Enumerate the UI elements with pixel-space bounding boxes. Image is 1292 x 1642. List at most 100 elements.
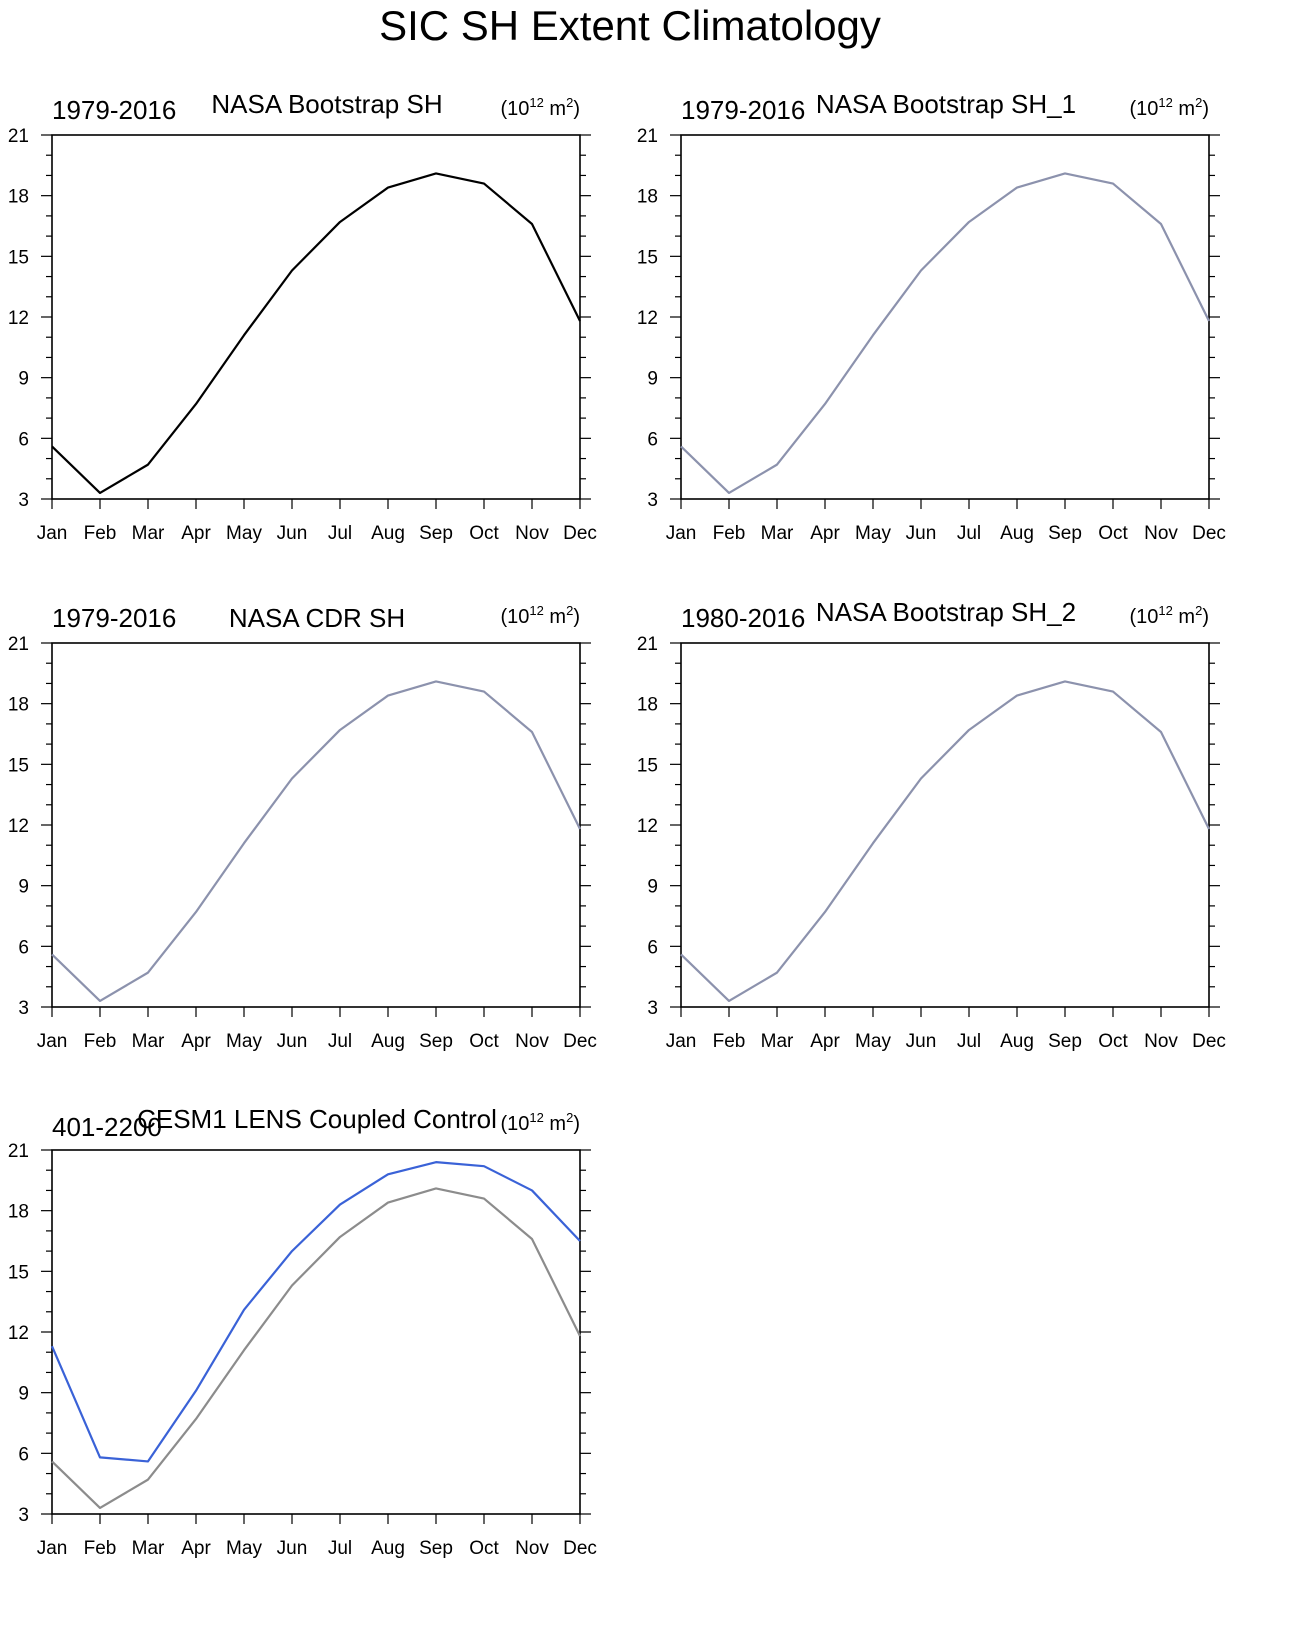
y-tick-label: 18 <box>637 187 658 208</box>
units-close: ) <box>573 606 580 628</box>
panel-period-label: 1980-2016 <box>681 603 805 633</box>
series-line-nasa-bootstrap-sh <box>51 172 581 495</box>
y-tick-label: 12 <box>8 308 29 329</box>
x-tick-label: Jul <box>328 523 352 544</box>
units-unit: m <box>1173 606 1195 628</box>
x-tick-label: Jun <box>906 523 937 544</box>
panel-title: NASA Bootstrap SH <box>211 89 442 119</box>
panel-period-label: 1979-2016 <box>52 603 176 633</box>
series-line-observed-reference <box>51 1187 581 1510</box>
x-tick-label: Dec <box>563 523 597 544</box>
y-tick-label: 3 <box>647 490 658 511</box>
y-tick-label: 6 <box>18 429 29 450</box>
y-tick-label: 21 <box>8 1141 29 1162</box>
x-tick-label: Feb <box>84 1031 117 1052</box>
figure-title: SIC SH Extent Climatology <box>379 2 881 49</box>
units-exponent: 12 <box>1158 95 1172 110</box>
x-tick-label: Nov <box>1144 523 1178 544</box>
series-line-nasa-cdr-sh <box>51 680 581 1003</box>
y-tick-label: 9 <box>18 877 29 898</box>
units-power: 2 <box>566 1110 573 1125</box>
x-tick-label: Sep <box>419 523 453 544</box>
x-tick-label: Mar <box>761 523 794 544</box>
units-base: (10 <box>1130 606 1159 628</box>
units-base: (10 <box>501 98 530 120</box>
x-tick-label: Jan <box>37 1031 68 1052</box>
y-tick-label: 6 <box>647 937 658 958</box>
y-tick-label: 12 <box>637 308 658 329</box>
y-tick-label: 3 <box>18 1505 29 1526</box>
y-tick-label: 9 <box>18 369 29 390</box>
x-tick-label: Jan <box>37 523 68 544</box>
x-tick-label: Aug <box>1000 523 1034 544</box>
x-tick-label: Oct <box>469 1031 499 1052</box>
x-tick-label: Jun <box>906 1031 937 1052</box>
panel-title: CESM1 LENS Coupled Control <box>137 1104 497 1134</box>
x-tick-label: Nov <box>515 1538 549 1559</box>
x-tick-label: Apr <box>181 1538 211 1559</box>
x-tick-label: Dec <box>1192 523 1226 544</box>
units-exponent: 12 <box>1158 603 1172 618</box>
x-tick-label: Sep <box>1048 1031 1082 1052</box>
units-exponent: 12 <box>529 95 543 110</box>
y-tick-label: 3 <box>18 490 29 511</box>
panel-title: NASA Bootstrap SH_2 <box>816 597 1076 627</box>
panel-period-label: 401-2200 <box>52 1112 162 1142</box>
x-tick-label: Apr <box>181 523 211 544</box>
series-line-cesm1-lens-coupled-control <box>50 1161 581 1463</box>
x-tick-label: May <box>855 1031 891 1052</box>
x-tick-label: Oct <box>1098 1031 1128 1052</box>
x-tick-label: Oct <box>469 523 499 544</box>
x-tick-label: Nov <box>515 523 549 544</box>
x-tick-label: Jun <box>277 1538 308 1559</box>
panel-period-label: 1979-2016 <box>52 95 176 125</box>
x-tick-label: Apr <box>181 1031 211 1052</box>
x-tick-label: Oct <box>469 1538 499 1559</box>
y-tick-label: 3 <box>647 998 658 1019</box>
y-tick-label: 9 <box>18 1384 29 1405</box>
x-tick-label: Jul <box>957 523 981 544</box>
x-tick-label: Sep <box>419 1538 453 1559</box>
x-tick-label: Dec <box>563 1538 597 1559</box>
units-power: 2 <box>566 603 573 618</box>
panel-nasa-bootstrap-sh-2: 1980-2016 NASA Bootstrap SH_2 (1012 m2) … <box>637 597 1226 1052</box>
x-tick-label: May <box>226 1031 262 1052</box>
units-exponent: 12 <box>529 603 543 618</box>
panel-nasa-bootstrap-sh-1: 1979-2016 NASA Bootstrap SH_1 (1012 m2) … <box>637 89 1226 544</box>
y-tick-label: 6 <box>18 937 29 958</box>
panel-nasa-bootstrap-sh: 1979-2016 NASA Bootstrap SH (1012 m2) 36… <box>8 89 597 544</box>
units-close: ) <box>573 98 580 120</box>
y-tick-label: 3 <box>18 998 29 1019</box>
panel-units: (1012 m2) <box>501 603 581 628</box>
x-tick-label: May <box>855 523 891 544</box>
units-power: 2 <box>1195 603 1202 618</box>
x-tick-label: Dec <box>1192 1031 1226 1052</box>
units-power: 2 <box>1195 95 1202 110</box>
y-tick-label: 18 <box>8 187 29 208</box>
plot-frame <box>680 134 1210 500</box>
series-line-nasa-bootstrap-sh-1 <box>680 172 1210 495</box>
x-tick-label: Feb <box>84 1538 117 1559</box>
x-tick-label: Jan <box>666 1031 697 1052</box>
y-tick-label: 15 <box>8 1262 29 1283</box>
y-tick-label: 21 <box>8 126 29 147</box>
units-close: ) <box>573 1113 580 1135</box>
y-tick-label: 15 <box>8 247 29 268</box>
units-unit: m <box>544 1113 566 1135</box>
x-tick-label: Feb <box>84 523 117 544</box>
x-tick-label: Nov <box>515 1031 549 1052</box>
x-tick-label: Aug <box>1000 1031 1034 1052</box>
y-tick-label: 9 <box>647 877 658 898</box>
y-tick-label: 6 <box>18 1444 29 1465</box>
x-tick-label: Jul <box>328 1031 352 1052</box>
units-unit: m <box>544 606 566 628</box>
y-tick-label: 21 <box>637 634 658 655</box>
x-tick-label: Mar <box>132 1031 165 1052</box>
panel-units: (1012 m2) <box>1130 603 1210 628</box>
x-tick-label: Feb <box>713 523 746 544</box>
y-tick-label: 12 <box>8 816 29 837</box>
x-tick-label: Jan <box>37 1538 68 1559</box>
x-tick-label: Oct <box>1098 523 1128 544</box>
x-tick-label: Apr <box>810 523 840 544</box>
